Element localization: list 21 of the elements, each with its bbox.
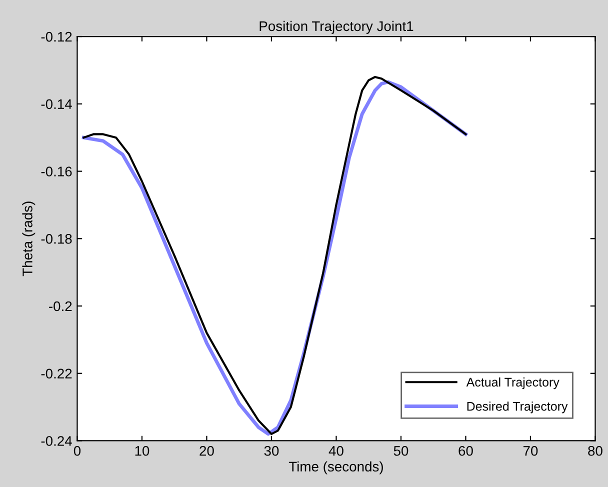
legend-label: Desired Trajectory — [467, 402, 568, 414]
x-tick-label: 60 — [458, 446, 473, 456]
x-tick-label: 80 — [588, 446, 602, 456]
y-tick-label: -0.22 — [41, 368, 72, 379]
x-tick-label: 20 — [200, 446, 214, 456]
x-axis-title: Time (seconds) — [288, 461, 383, 474]
y-axis-title: Theta (rads) — [22, 202, 36, 276]
x-tick-label: 50 — [394, 446, 408, 456]
x-tick-label: 30 — [264, 446, 279, 456]
y-tick-label: -0.18 — [41, 234, 72, 244]
y-tick-label: -0.14 — [41, 99, 72, 110]
x-tick-label: 10 — [135, 446, 150, 456]
y-tick-label: -0.12 — [41, 32, 72, 42]
y-tick-label: -0.2 — [49, 301, 72, 312]
x-tick-label: 70 — [523, 446, 538, 456]
legend-label: Actual Trajectory — [466, 377, 560, 390]
y-tick-label: -0.16 — [41, 166, 72, 176]
x-tick-label: 0 — [74, 446, 81, 456]
x-tick-label: 40 — [328, 446, 344, 456]
chart-title: Position Trajectory Joint1 — [260, 20, 414, 34]
y-tick-label: -0.24 — [41, 436, 72, 446]
